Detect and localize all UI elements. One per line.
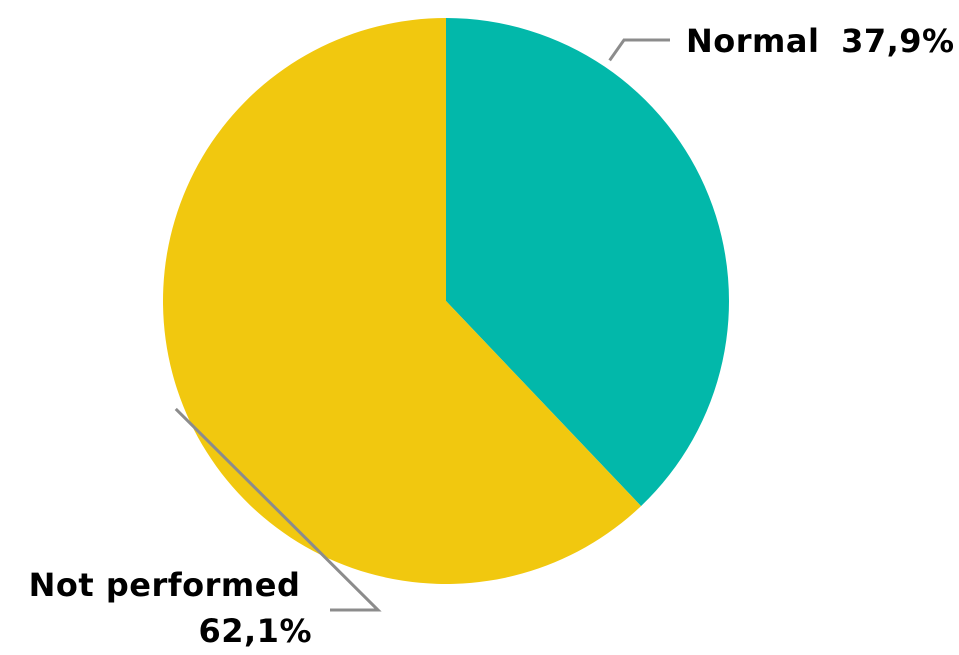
slice-label-normal: Normal 37,9% [686,22,955,60]
slice-label-normal-value: 37,9% [841,22,955,60]
slice-label-not-performed-value: 62,1% [198,612,312,650]
leader-line-not-performed [174,407,382,612]
slice-label-not-performed: Not performed 62,1% [29,566,312,650]
pie-slices [163,18,729,584]
slice-label-normal-name: Normal [686,22,819,60]
pie-slice-not-performed [163,18,642,584]
slice-label-not-performed-name: Not performed [29,566,301,604]
leader-lines [174,38,670,612]
pie-slice-normal [446,18,729,507]
leader-line-normal [608,38,670,62]
